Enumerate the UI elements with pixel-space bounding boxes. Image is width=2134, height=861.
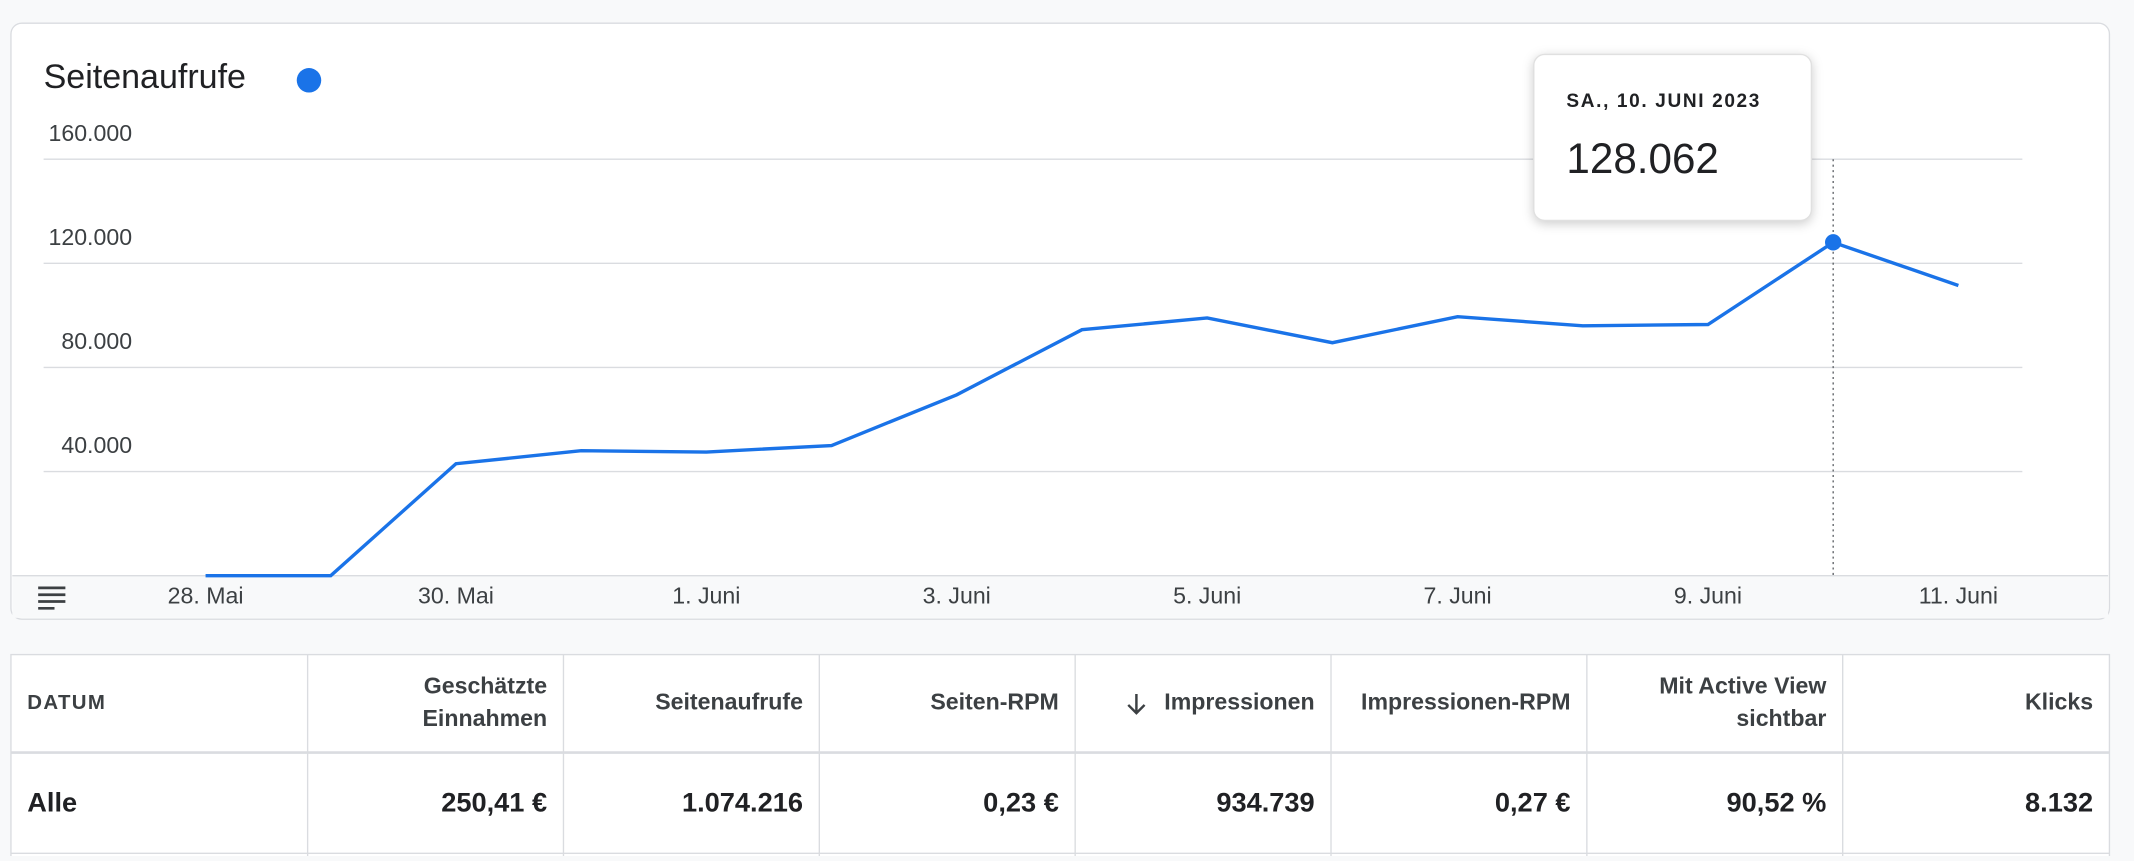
column-header: Impressionen-RPM <box>1361 689 1570 715</box>
hover-point <box>1825 234 1842 251</box>
x-tick-label: 28. Mai <box>168 583 244 609</box>
x-tick-label: 3. Juni <box>923 583 991 609</box>
table-cell: 0,27 € <box>1495 786 1571 817</box>
line-series <box>205 240 1959 578</box>
table <box>10 653 2111 861</box>
column-header: Mit Active View <box>1659 672 1827 698</box>
table-cell: Alle <box>27 786 77 817</box>
column-header: Einnahmen <box>422 705 547 731</box>
tooltip-date: SA., 10. JUNI 2023 <box>1566 91 1761 112</box>
table-cell: 1.074.216 <box>682 786 803 817</box>
y-tick-label: 40.000 <box>61 432 132 458</box>
tooltip-box <box>1533 53 1813 222</box>
column-header: Seiten-RPM <box>930 689 1059 715</box>
table-cell: 8.132 <box>2025 786 2093 817</box>
x-tick-label: 9. Juni <box>1674 583 1742 609</box>
x-tick-label: 5. Juni <box>1173 583 1241 609</box>
legend-dot <box>296 68 322 93</box>
y-tick-label: 160.000 <box>48 120 132 146</box>
x-tick-label: 1. Juni <box>672 583 740 609</box>
axis-bar <box>12 575 2109 618</box>
column-header: DATUM <box>27 692 106 714</box>
tooltip: SA., 10. JUNI 2023 128.062 <box>1533 53 1813 222</box>
table-cell: 0,23 € <box>983 786 1059 817</box>
column-header: Impressionen <box>1164 689 1314 715</box>
column-header: Geschätzte <box>424 672 548 698</box>
x-tick-label: 30. Mai <box>418 583 494 609</box>
x-tick-label: 7. Juni <box>1424 583 1492 609</box>
y-tick-label: 120.000 <box>48 224 132 250</box>
column-header: sichtbar <box>1736 705 1826 731</box>
menu-icon[interactable] <box>38 586 66 610</box>
chart-title: Seitenaufrufe <box>44 58 246 96</box>
table-cell: 90,52 % <box>1727 786 1827 817</box>
column-header: Seitenaufrufe <box>655 689 803 715</box>
table-cell: 250,41 € <box>441 786 547 817</box>
table-cell: 934.739 <box>1216 786 1314 817</box>
x-tick-label: 11. Juni <box>1919 583 1998 609</box>
column-header: Klicks <box>2025 689 2093 715</box>
sort-icon[interactable] <box>1127 694 1146 715</box>
tooltip-value: 128.062 <box>1566 135 1718 182</box>
y-tick-label: 80.000 <box>61 328 132 354</box>
